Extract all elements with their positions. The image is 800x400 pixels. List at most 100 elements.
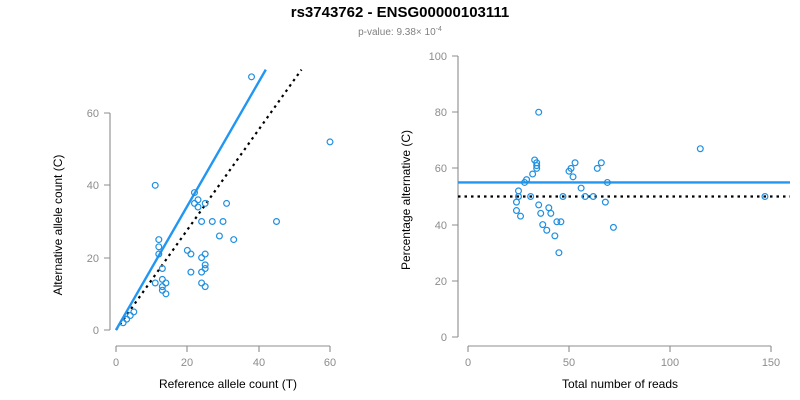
scatter-point (162, 279, 170, 287)
scatter-point (190, 189, 198, 197)
scatter-point (248, 73, 256, 81)
scatter-point (581, 193, 589, 201)
scatter-point (223, 199, 231, 207)
scatter-point (187, 268, 195, 276)
right-y-tick-40: 40 (435, 220, 447, 232)
scatter-point (593, 164, 601, 172)
scatter-point (543, 226, 551, 234)
subtitle-prefix: p-value: 9.38× 10 (358, 27, 436, 38)
scatter-point (537, 209, 545, 217)
scatter-point (130, 308, 138, 316)
scatter-point (219, 218, 227, 226)
right-x-tick-0: 0 (465, 357, 471, 369)
scatter-point (208, 218, 216, 226)
scatter-point (539, 221, 547, 229)
figure-subtitle: p-value: 9.38× 10-4 (358, 26, 442, 38)
scatter-point (571, 159, 579, 167)
scatter-point (151, 279, 159, 287)
scatter-point (527, 193, 535, 201)
left-x-tick-40: 40 (253, 357, 265, 369)
right-y-tick-0: 0 (441, 332, 447, 344)
right-x-tick-150: 150 (762, 357, 780, 369)
scatter-point (523, 176, 531, 184)
scatter-point (559, 193, 567, 201)
left-fit-line (114, 69, 267, 331)
right-x-tick-50: 50 (563, 357, 575, 369)
scatter-point (512, 207, 520, 215)
left-x-axis-label: Reference allele count (T) (159, 377, 297, 391)
scatter-point (601, 198, 609, 206)
scatter-point (535, 108, 543, 116)
right-scatter-points (512, 108, 769, 257)
scatter-point (194, 196, 202, 204)
scatter-point (155, 243, 163, 251)
scatter-point (551, 232, 559, 240)
right-x-axis-label: Total number of reads (562, 377, 678, 391)
left-x-axis (115, 345, 331, 352)
left-scatter-points (119, 73, 334, 327)
scatter-point (158, 265, 166, 273)
left-reference-line (115, 68, 303, 331)
scatter-point (194, 203, 202, 211)
right-y-axis-label: Percentage alternative (C) (399, 130, 413, 270)
left-y-tick-0: 0 (93, 325, 99, 337)
scatter-point (158, 275, 166, 283)
scatter-point (555, 249, 563, 257)
scatter-point (123, 315, 131, 323)
scatter-point (198, 254, 206, 262)
scatter-point (533, 164, 541, 172)
scatter-point (201, 283, 209, 291)
left-fit-line-group (114, 69, 267, 331)
left-y-tick-20: 20 (87, 253, 99, 265)
scatter-point (158, 286, 166, 294)
left-x-tick-60: 60 (324, 357, 336, 369)
scatter-point (198, 279, 206, 287)
scatter-point (696, 145, 704, 153)
scatter-point (326, 138, 334, 146)
right-panel: 100 80 60 40 20 0 Percentage alternative… (399, 51, 790, 391)
right-y-tick-60: 60 (435, 163, 447, 175)
left-y-axis (104, 112, 111, 331)
scatter-point (215, 232, 223, 240)
subtitle-exponent: -4 (436, 26, 442, 33)
scatter-point (162, 290, 170, 298)
scatter-point (567, 164, 575, 172)
scatter-point (198, 268, 206, 276)
scatter-point (597, 159, 605, 167)
left-y-axis-label: Alternative allele count (C) (51, 155, 65, 296)
scatter-point (201, 250, 209, 258)
scatter-point (158, 283, 166, 291)
scatter-point (201, 199, 209, 207)
scatter-point (547, 209, 555, 217)
scatter-point (569, 173, 577, 181)
scatter-point (155, 250, 163, 258)
scatter-point (589, 193, 597, 201)
scatter-point (230, 236, 238, 244)
scatter-point (187, 250, 195, 258)
left-y-tick-40: 40 (87, 180, 99, 192)
scatter-point (190, 199, 198, 207)
scatter-point (577, 184, 585, 192)
scatter-point (517, 212, 525, 220)
scatter-point (273, 218, 281, 226)
right-x-tick-100: 100 (661, 357, 679, 369)
right-y-tick-80: 80 (435, 107, 447, 119)
scatter-point (119, 319, 127, 327)
left-x-tick-0: 0 (113, 357, 119, 369)
scatter-point (183, 246, 191, 254)
scatter-point (126, 312, 134, 320)
left-y-tick-60: 60 (87, 108, 99, 120)
right-y-tick-20: 20 (435, 276, 447, 288)
scatter-point (514, 193, 522, 201)
left-panel: 60 40 20 0 Alternative allele count (C) … (51, 68, 336, 391)
scatter-point (603, 178, 611, 186)
scatter-point (201, 261, 209, 269)
right-y-tick-100: 100 (429, 51, 447, 63)
scatter-point (201, 265, 209, 273)
scatter-point (198, 218, 206, 226)
scatter-point (151, 181, 159, 189)
scatter-point (155, 236, 163, 244)
scatter-point (557, 218, 565, 226)
